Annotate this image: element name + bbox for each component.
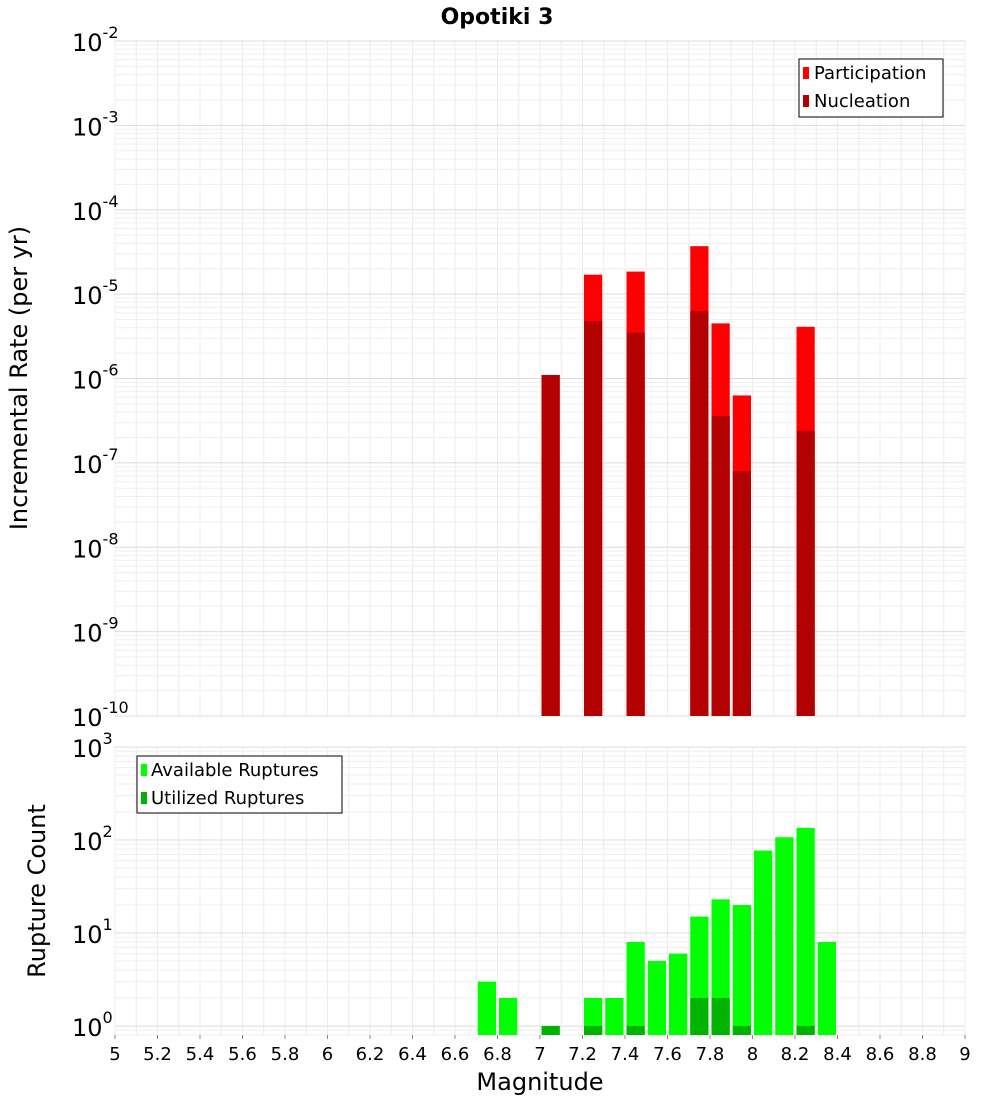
y-tick-label: 103	[72, 729, 113, 763]
y-tick-label: 10-5	[72, 276, 119, 310]
y-tick-label: 102	[72, 822, 113, 856]
participation-legend-swatch	[803, 67, 809, 79]
utilized-ruptures-legend-swatch	[141, 792, 147, 804]
bar-available-ruptures-8.15	[775, 837, 794, 1035]
bottom-y-axis-label: Rupture Count	[23, 804, 51, 978]
bar-available-ruptures-7.55	[647, 960, 666, 1035]
x-tick-label: 8.8	[908, 1044, 937, 1065]
bar-nucleation-7.85	[711, 415, 730, 716]
top-y-axis-label: Incremental Rate (per yr)	[5, 226, 33, 530]
x-tick-label: 5.6	[228, 1044, 257, 1065]
bar-nucleation-7.25	[584, 321, 603, 716]
bar-available-ruptures-7.35	[605, 997, 624, 1035]
bottom-y-tick-labels: 100 101 102 103	[72, 729, 113, 1042]
participation-legend-label: Participation	[814, 63, 926, 84]
bar-available-ruptures-7.45	[626, 942, 645, 1035]
bottom-legend-box	[136, 755, 343, 814]
bar-nucleation-7.05	[541, 375, 560, 716]
x-tick-label: 7.4	[611, 1044, 640, 1065]
bar-available-ruptures-6.75	[477, 981, 496, 1035]
bar-utilized-ruptures-7.75	[690, 997, 709, 1035]
bar-utilized-ruptures-7.25	[584, 1025, 603, 1035]
nucleation-legend-label: Nucleation	[814, 91, 910, 112]
x-tick-label: 6.2	[356, 1044, 385, 1065]
bar-utilized-ruptures-7.45	[626, 1025, 645, 1035]
x-tick-label: 8.4	[823, 1044, 852, 1065]
bottom-legend: Available Ruptures Utilized Ruptures	[136, 755, 343, 814]
x-tick-label: 8.6	[866, 1044, 895, 1065]
top-panel: 10-10 10-9 10-8 10-7 10-6 10-5 10-4 10-3 10-2 In…	[5, 23, 966, 732]
x-tick-labels: 5 5.2 5.4 5.6 5.8 6 6.2 6.4 6.6 6.8 7 7.2 7.4 7.6 7.8 8…	[109, 1035, 971, 1065]
y-tick-label: 10-7	[72, 445, 119, 479]
bottom-bars	[477, 827, 836, 1035]
top-legend-box	[798, 58, 944, 118]
x-tick-label: 6.8	[483, 1044, 512, 1065]
top-y-tick-labels: 10-10 10-9 10-8 10-7 10-6 10-5 10-4 10-3 10-2	[72, 23, 129, 732]
x-tick-label: 6.4	[398, 1044, 427, 1065]
x-axis-label: Magnitude	[476, 1068, 603, 1096]
available-ruptures-legend-label: Available Ruptures	[151, 760, 319, 781]
x-tick-label: 5.8	[271, 1044, 300, 1065]
y-tick-label: 10-6	[72, 361, 119, 395]
bar-nucleation-7.75	[690, 311, 709, 716]
chart-title: Opotiki 3	[441, 5, 554, 30]
bar-utilized-ruptures-7.05	[541, 1025, 560, 1035]
x-tick-label: 7.8	[696, 1044, 725, 1065]
bar-available-ruptures-8.05	[754, 850, 773, 1035]
x-tick-label: 8.2	[781, 1044, 810, 1065]
x-tick-label: 5.4	[186, 1044, 215, 1065]
y-tick-label: 100	[72, 1008, 113, 1042]
top-legend: Participation Nucleation	[798, 58, 944, 118]
x-tick-label: 5.2	[143, 1044, 172, 1065]
y-tick-label: 10-3	[72, 107, 119, 141]
bar-available-ruptures-7.65	[669, 953, 688, 1035]
bar-utilized-ruptures-7.85	[711, 997, 730, 1035]
top-bars	[541, 246, 815, 716]
x-tick-label: 8	[747, 1044, 758, 1065]
x-tick-label: 7.6	[653, 1044, 682, 1065]
y-tick-label: 10-10	[72, 698, 129, 732]
x-tick-label: 6	[322, 1044, 333, 1065]
bottom-panel: 100 101 102 103 Rupture Count Available Rup…	[23, 729, 966, 1042]
y-tick-label: 10-4	[72, 192, 119, 226]
utilized-ruptures-legend-label: Utilized Ruptures	[151, 788, 304, 809]
x-tick-label: 7.2	[568, 1044, 597, 1065]
bar-available-ruptures-7.95	[732, 904, 751, 1035]
x-tick-label: 6.6	[441, 1044, 470, 1065]
bar-utilized-ruptures-7.95	[732, 1025, 751, 1035]
nucleation-legend-swatch	[803, 95, 809, 107]
bar-nucleation-7.45	[626, 332, 645, 716]
y-tick-label: 101	[72, 915, 113, 949]
y-tick-label: 10-9	[72, 614, 119, 648]
y-tick-label: 10-2	[72, 23, 119, 57]
bar-nucleation-8.25	[796, 430, 815, 716]
top-gridlines	[114, 40, 966, 717]
x-tick-label: 7	[534, 1044, 545, 1065]
x-tick-label: 5	[109, 1044, 120, 1065]
bar-nucleation-7.95	[732, 471, 751, 716]
bar-available-ruptures-8.35	[817, 942, 836, 1035]
bar-available-ruptures-7.25	[584, 997, 603, 1035]
bar-utilized-ruptures-8.25	[796, 1025, 815, 1035]
x-tick-label: 9	[959, 1044, 970, 1065]
bar-available-ruptures-6.85	[499, 997, 518, 1035]
y-tick-label: 10-8	[72, 529, 119, 563]
available-ruptures-legend-swatch	[141, 764, 147, 776]
bar-available-ruptures-8.25	[796, 827, 815, 1035]
